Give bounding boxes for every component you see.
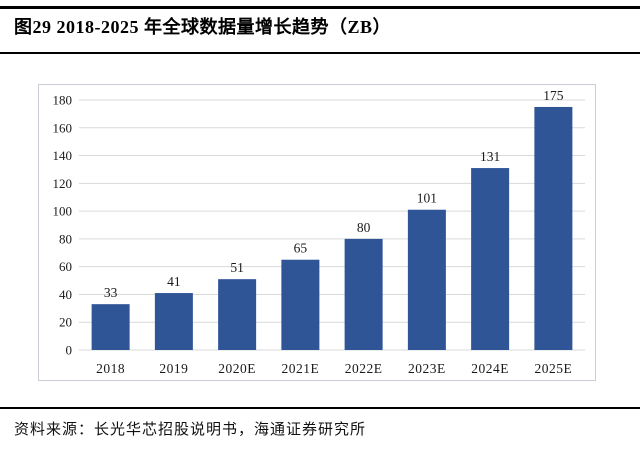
figure-title: 图29 2018-2025 年全球数据量增长趋势（ZB） xyxy=(14,17,392,37)
bar-value-label: 101 xyxy=(417,191,437,206)
title-divider-rule xyxy=(0,52,640,54)
x-axis-category-label: 2024E xyxy=(471,361,509,376)
y-axis-tick-label: 60 xyxy=(59,259,72,274)
bar-value-label: 65 xyxy=(294,241,308,256)
x-axis-category-label: 2022E xyxy=(345,361,383,376)
bar xyxy=(344,238,383,350)
bar xyxy=(91,304,130,350)
bar xyxy=(471,168,510,350)
x-axis-category-label: 2025E xyxy=(535,361,573,376)
x-axis-category-label: 2020E xyxy=(218,361,256,376)
bar-value-label: 33 xyxy=(104,285,118,300)
source-divider-rule xyxy=(0,407,640,409)
bar xyxy=(407,209,446,350)
source-note: 资料来源：长光华芯招股说明书，海通证券研究所 xyxy=(14,422,367,438)
top-rule xyxy=(0,6,640,9)
bar-value-label: 41 xyxy=(167,274,181,289)
bar xyxy=(154,293,193,350)
y-axis-tick-label: 20 xyxy=(59,315,72,330)
chart-canvas: 0 20 40 60 80 100 120 140 160 180 33 2018 41 2019 51 20… xyxy=(53,88,585,376)
bar xyxy=(218,279,257,350)
y-axis-tick-label: 120 xyxy=(53,176,73,191)
bar xyxy=(281,259,320,350)
bar xyxy=(534,106,573,350)
x-axis-category-label: 2018 xyxy=(96,361,125,376)
bar-chart: 0 20 40 60 80 100 120 140 160 180 33 2018 41 2019 51 20… xyxy=(38,84,596,381)
x-axis-category-label: 2021E xyxy=(282,361,320,376)
bar-value-label: 51 xyxy=(230,260,244,275)
bar-value-label: 80 xyxy=(357,220,371,235)
y-axis-tick-label: 100 xyxy=(53,204,73,219)
y-axis-tick-label: 80 xyxy=(59,231,72,246)
y-axis-tick-label: 0 xyxy=(66,343,73,358)
bar-value-label: 175 xyxy=(543,88,564,103)
x-axis-category-label: 2019 xyxy=(159,361,188,376)
y-axis-tick-label: 140 xyxy=(53,148,73,163)
bar-value-label: 131 xyxy=(480,149,500,164)
y-axis-tick-label: 160 xyxy=(53,120,73,135)
y-axis-tick-label: 180 xyxy=(53,93,73,108)
y-axis-tick-label: 40 xyxy=(59,287,72,302)
x-axis-category-label: 2023E xyxy=(408,361,446,376)
